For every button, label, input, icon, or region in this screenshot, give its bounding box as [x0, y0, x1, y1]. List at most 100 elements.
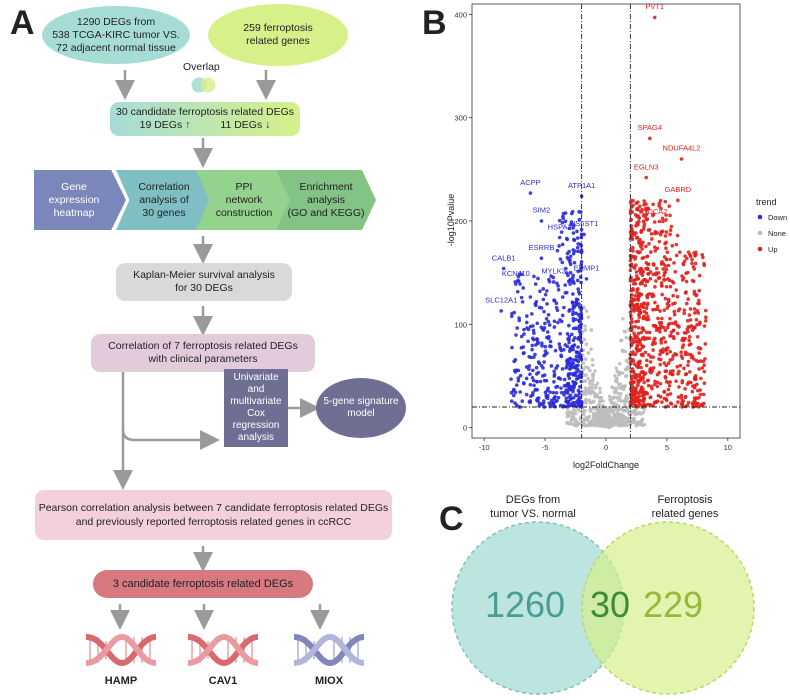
- point-down: [514, 403, 519, 407]
- point-up: [646, 262, 651, 266]
- point-down: [571, 395, 576, 400]
- point-none: [590, 390, 595, 394]
- legend-swatch-none: [757, 230, 763, 236]
- point-none: [641, 410, 646, 415]
- point-down: [567, 395, 571, 399]
- point-down: [578, 395, 582, 400]
- point-up: [675, 294, 680, 299]
- point-up: [639, 292, 644, 297]
- point-up: [634, 263, 638, 267]
- point-none: [592, 394, 597, 399]
- y-tick-label: 200: [454, 217, 467, 226]
- point-up: [658, 348, 663, 353]
- point-down: [544, 316, 549, 321]
- point-up: [668, 232, 672, 237]
- point-down: [522, 332, 526, 336]
- point-none: [599, 416, 604, 421]
- point-none: [566, 411, 570, 415]
- point-up: [657, 275, 662, 280]
- point-up: [652, 338, 656, 342]
- point-down: [565, 255, 570, 260]
- point-up: [641, 213, 646, 218]
- point-none: [580, 391, 584, 395]
- point-up: [633, 372, 637, 377]
- point-up: [682, 366, 686, 371]
- point-up: [646, 272, 650, 276]
- point-down: [519, 295, 524, 300]
- pearson-box: Pearson correlation analysis between 7 c…: [35, 490, 392, 540]
- point-up: [696, 311, 701, 315]
- step-correlation: Correlation analysis of 30 genes: [116, 170, 212, 230]
- cox-box: Univariate and multivariate Cox regressi…: [224, 369, 288, 447]
- point-none: [631, 420, 635, 425]
- point-up: [689, 380, 693, 385]
- point-up: [658, 352, 662, 357]
- point-up: [659, 230, 664, 234]
- point-up: [666, 277, 670, 281]
- point-up: [692, 399, 697, 403]
- plot-frame: [471, 3, 741, 439]
- point-down: [529, 394, 533, 399]
- point-down: [579, 280, 583, 285]
- point-none: [583, 386, 588, 390]
- point-down: [563, 219, 568, 224]
- point-down: [552, 372, 557, 377]
- point-down: [564, 266, 568, 271]
- point-up: [640, 394, 645, 398]
- candidate-up-count: 19 DEGs ↑: [139, 119, 191, 131]
- point-down: [519, 345, 524, 350]
- point-up: [638, 311, 642, 315]
- point-up: [651, 366, 656, 370]
- threshold-lines: [472, 4, 740, 438]
- point-up: [663, 328, 668, 333]
- point-down: [552, 380, 556, 384]
- point-none: [586, 376, 590, 381]
- point-up: [648, 360, 653, 364]
- point-up: [645, 378, 650, 383]
- point-up: [681, 398, 686, 403]
- point-up: [655, 304, 660, 309]
- point-up: [671, 354, 675, 358]
- point-up: [665, 306, 670, 310]
- point-down: [576, 345, 580, 349]
- point-up: [638, 389, 643, 393]
- point-none: [589, 400, 594, 405]
- point-up: [666, 404, 670, 409]
- panel-label-a: A: [10, 4, 35, 42]
- point-up: [630, 337, 635, 342]
- point-up: [697, 351, 701, 355]
- point-down: [556, 395, 561, 400]
- point-down: [572, 260, 577, 265]
- point-down: [515, 289, 520, 294]
- point-up: [682, 259, 687, 264]
- point-down: [547, 334, 551, 339]
- point-none: [632, 417, 637, 421]
- venn-left-title: DEGs from tumor VS. normal: [490, 494, 576, 520]
- point-up: [703, 342, 708, 346]
- point-up: [655, 231, 660, 235]
- point-up: [668, 349, 673, 354]
- point-up: [678, 363, 683, 368]
- point-up: [701, 401, 706, 406]
- point-up: [690, 261, 694, 266]
- point-up: [668, 316, 672, 321]
- point-up: [647, 228, 652, 232]
- point-up: [687, 370, 692, 374]
- point-up: [637, 268, 642, 273]
- point-up: [696, 405, 701, 409]
- point-down: [514, 383, 519, 387]
- point-up: [634, 274, 639, 278]
- point-up: [664, 213, 668, 217]
- point-none: [597, 403, 602, 407]
- point-up: [669, 402, 674, 406]
- point-up: [698, 359, 703, 363]
- point-up: [654, 271, 658, 275]
- point-down: [545, 302, 549, 306]
- x-tick-label: 0: [604, 443, 608, 452]
- point-down: [539, 363, 544, 368]
- point-up: [664, 246, 668, 250]
- point-up: [683, 336, 687, 341]
- pearson-text: Pearson correlation analysis between 7 c…: [38, 502, 389, 528]
- point-up: [662, 396, 667, 401]
- point-down: [571, 384, 575, 389]
